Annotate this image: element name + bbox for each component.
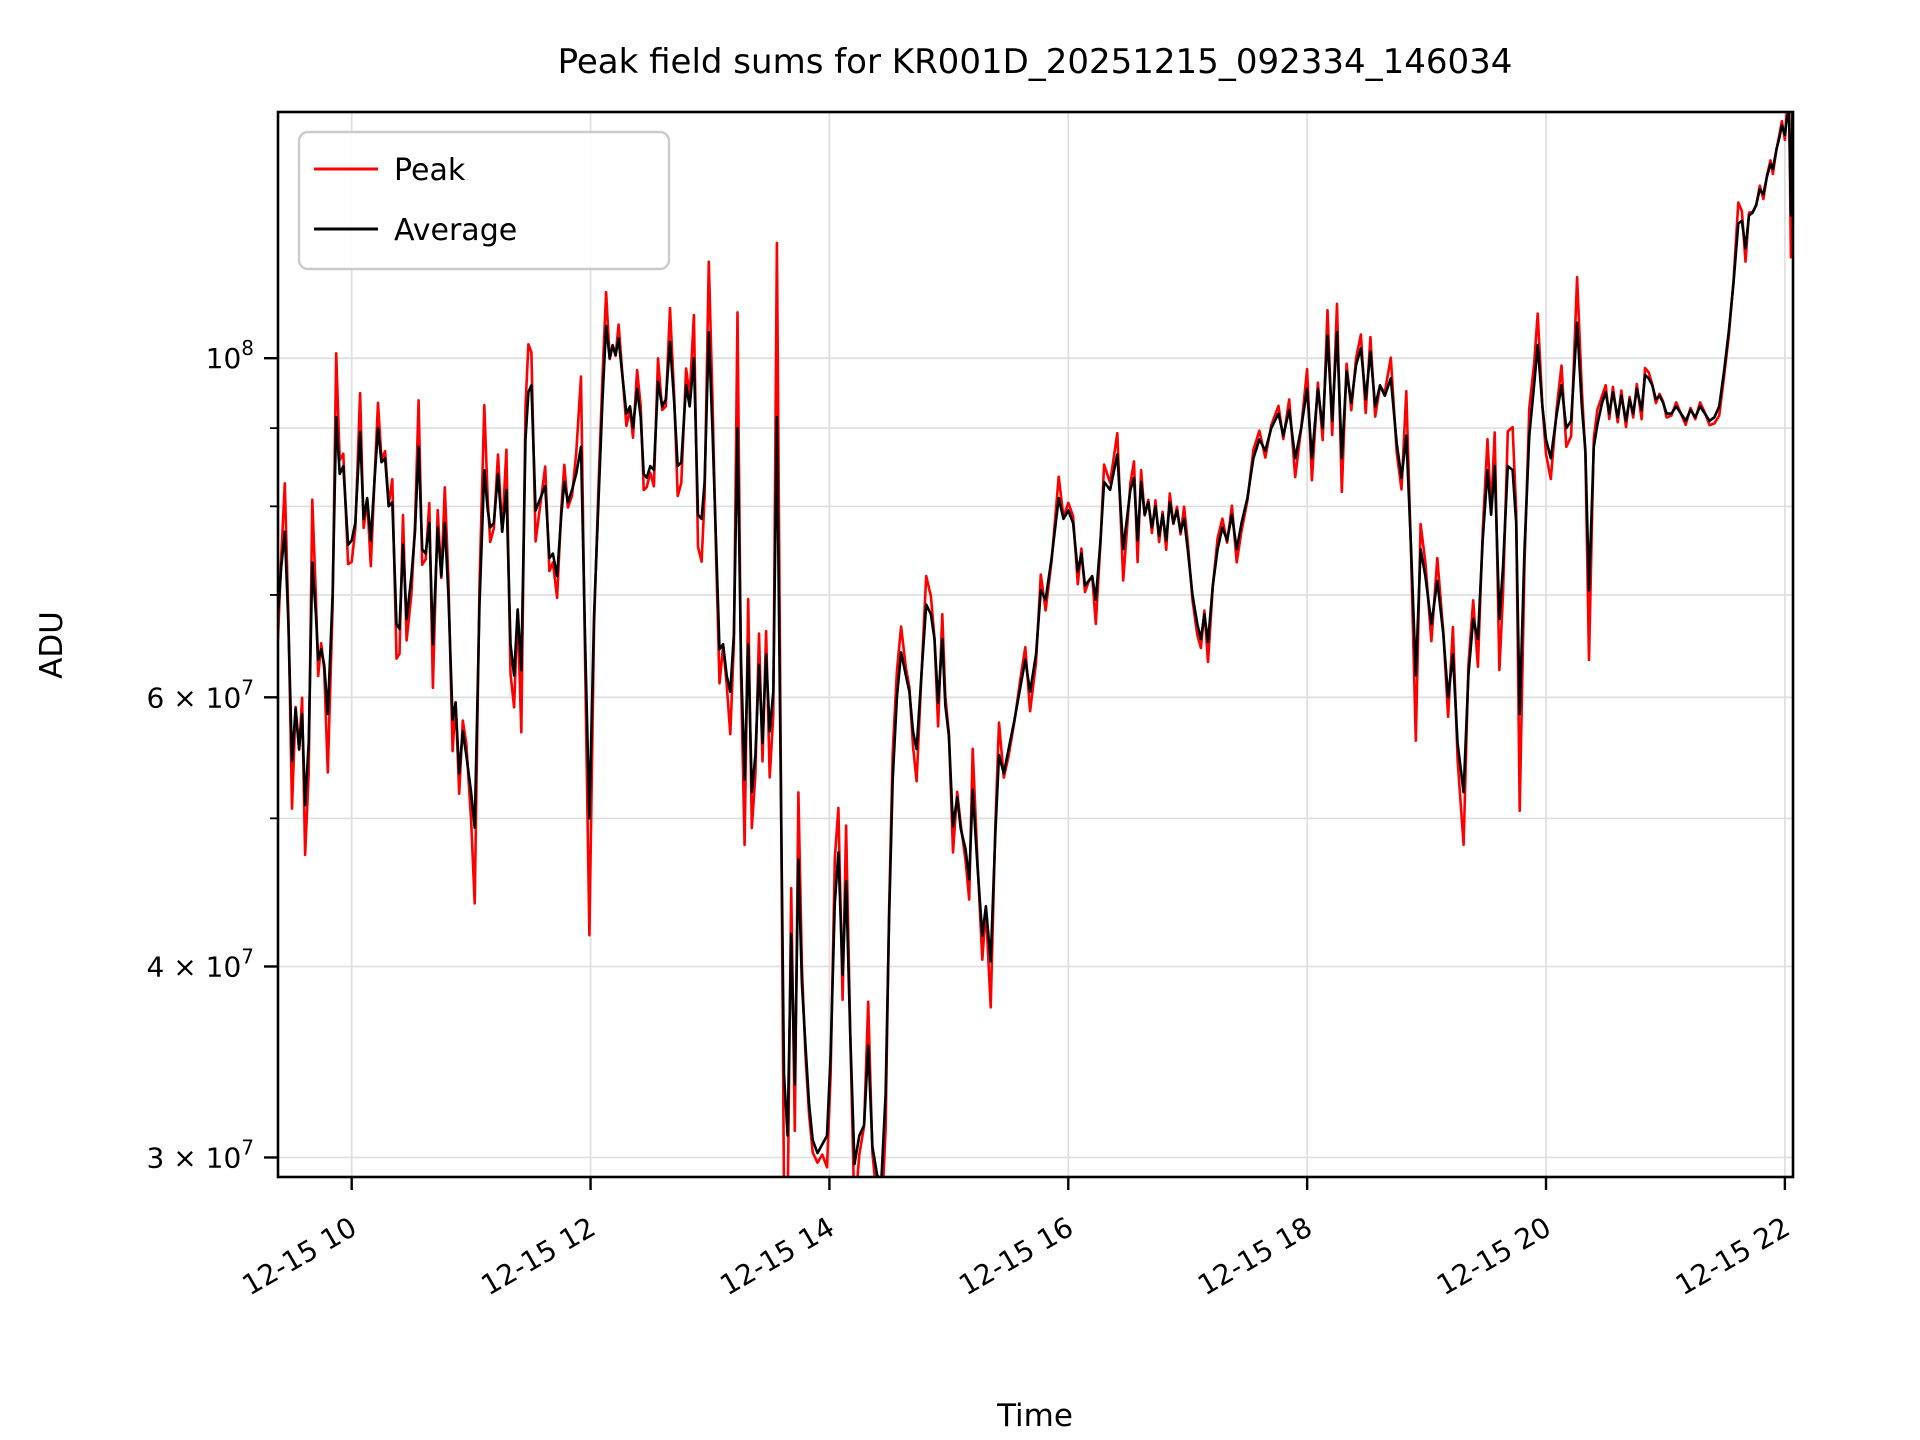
y-tick-label: 108 [206, 336, 254, 375]
legend: Peak Average [297, 130, 671, 271]
x-tick-label: 12-15 10 [237, 1210, 363, 1302]
chart-title: Peak field sums for KR001D_20251215_0923… [558, 42, 1513, 82]
y-tick-label: 3 × 107 [147, 1135, 254, 1174]
x-axis-label: Time [996, 1398, 1073, 1434]
y-tick-label: 4 × 107 [147, 944, 254, 983]
axis-ticks [264, 357, 1787, 1190]
x-tick-label: 12-15 12 [476, 1210, 602, 1302]
data-series [278, 112, 1793, 1177]
y-tick-label: 6 × 107 [147, 675, 254, 714]
legend-label-average: Average [394, 213, 517, 248]
series-average-line [278, 112, 1793, 1177]
y-tick-labels: 3 × 107 4 × 107 6 × 107 108 [147, 336, 254, 1174]
x-tick-label: 12-15 20 [1431, 1210, 1557, 1302]
legend-box [297, 130, 671, 271]
x-tick-label: 12-15 22 [1670, 1210, 1796, 1302]
x-tick-label: 12-15 16 [953, 1210, 1079, 1302]
legend-label-peak: Peak [394, 153, 466, 188]
y-axis-label: ADU [34, 611, 70, 679]
x-tick-label: 12-15 14 [714, 1210, 840, 1302]
x-tick-label: 12-15 18 [1192, 1210, 1318, 1302]
axes-frame [276, 110, 1795, 1179]
x-tick-labels: 12-15 10 12-15 12 12-15 14 12-15 16 12-15 18… [237, 1210, 1796, 1302]
